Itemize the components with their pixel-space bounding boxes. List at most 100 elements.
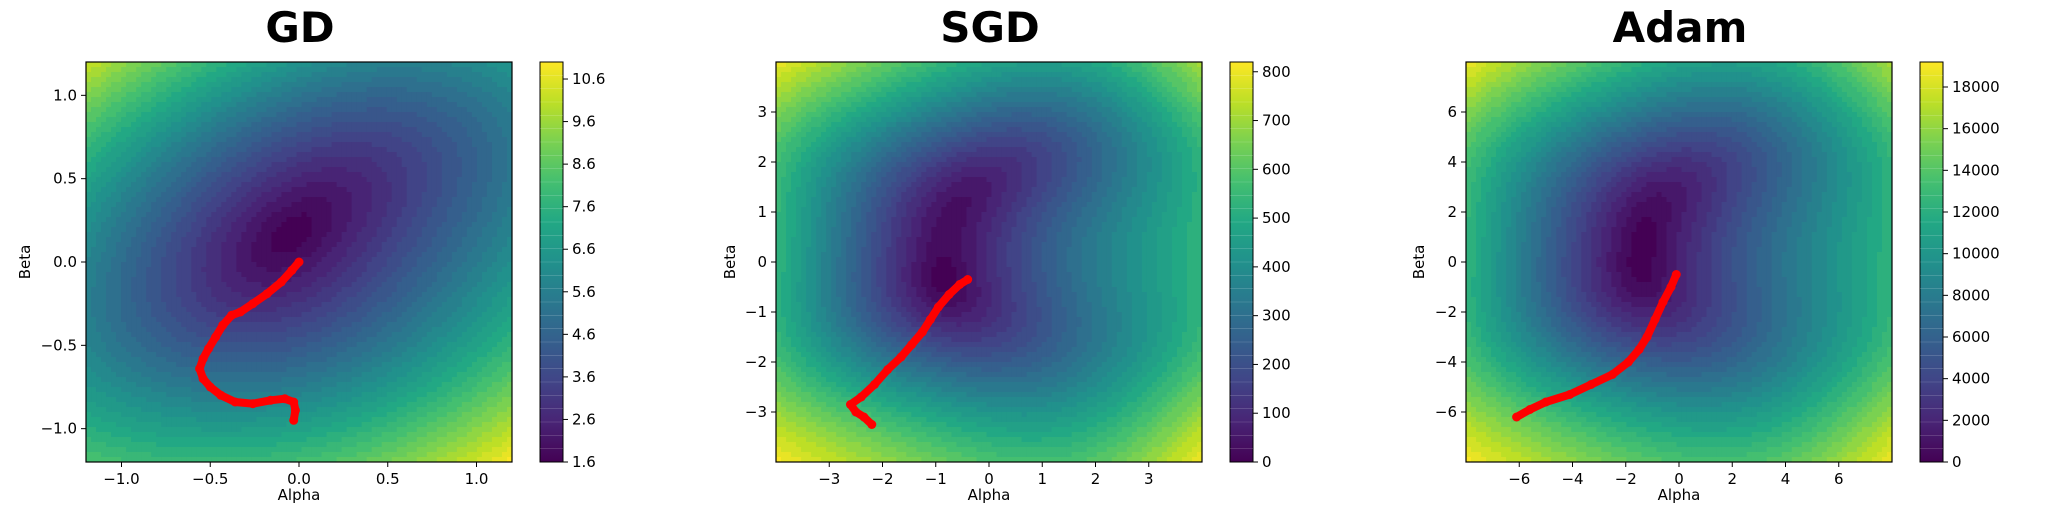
trajectory-point (266, 395, 276, 405)
trajectory-point (205, 382, 215, 392)
colorbar-gradient (1919, 61, 1944, 463)
colorbar-tick-label: 2000 (1952, 411, 1990, 429)
colorbar-tick-label: 14000 (1952, 161, 2000, 179)
y-tick-label: −0.5 (41, 336, 77, 354)
y-tick-label: 0.0 (53, 253, 77, 271)
y-axis: −3 −2 −1 0 1 2 3 (745, 103, 776, 421)
trajectory-point (1565, 390, 1575, 399)
trajectory-point (218, 320, 228, 330)
colorbar-tick-label: 0 (1952, 453, 1962, 471)
x-tick-label: 6 (1834, 470, 1844, 488)
x-tick-label: 4 (1781, 470, 1791, 488)
trajectory-point (917, 327, 927, 337)
y-tick-label: −4 (1435, 353, 1457, 371)
plot-area (85, 61, 513, 463)
y-tick-label: 6 (1447, 103, 1457, 121)
trajectory-point (1623, 357, 1633, 367)
x-tick-label: −4 (1561, 470, 1583, 488)
colorbar-tick-label: 10000 (1952, 245, 2000, 263)
trajectory-point (883, 365, 893, 374)
x-axis-label: Alpha (968, 486, 1011, 504)
x-tick-label: 2 (1727, 470, 1737, 488)
trajectory-point (1541, 397, 1551, 407)
colorbar-tick-label: 600 (1262, 160, 1291, 178)
y-tick-label: 1.0 (53, 86, 77, 104)
y-tick-label: −2 (745, 353, 767, 371)
trajectory-point (907, 340, 917, 349)
chart-title: GD (265, 3, 334, 52)
x-axis: −6 −4 −2 0 2 4 6 (1508, 462, 1844, 488)
colorbar-tick-label: 8000 (1952, 286, 1990, 304)
chart-title: Adam (1613, 3, 1748, 52)
trajectory-point (1634, 345, 1644, 354)
colorbar-tick-label: 6.6 (572, 240, 596, 258)
x-axis: −3 −2 −1 0 1 2 3 (818, 462, 1154, 488)
trajectory-point (262, 289, 272, 299)
trajectory-point (1671, 270, 1681, 279)
colorbar-tick-label: 6000 (1952, 328, 1990, 346)
trajectory-point (289, 397, 299, 407)
y-axis-label: Beta (16, 245, 34, 280)
plot-area (775, 61, 1203, 463)
trajectory-point (1512, 412, 1522, 422)
colorbar-tick-label: 300 (1262, 307, 1291, 325)
trajectory-point (290, 405, 300, 415)
colorbar-tick-label: 10.6 (572, 70, 605, 88)
x-tick-label: 2 (1091, 470, 1101, 488)
trajectory-point (294, 257, 304, 267)
trajectory-point (896, 352, 906, 362)
x-tick-label: −1 (925, 470, 947, 488)
colorbar-tick-label: 800 (1262, 63, 1291, 81)
colorbar-tick-label: 4000 (1952, 370, 1990, 388)
trajectory-point (248, 399, 258, 409)
trajectory-point (925, 315, 935, 324)
y-tick-label: 0.5 (53, 170, 77, 188)
trajectory-point (235, 307, 245, 317)
colorbar-tick-label: 8.6 (572, 155, 596, 173)
trajectory-point (216, 390, 226, 400)
y-axis-label: Beta (721, 245, 739, 280)
y-tick-label: 1 (757, 203, 767, 221)
y-tick-label: −2 (1435, 303, 1457, 321)
panel-gd: GD −1.0 −0.5 0.0 0.5 1.0 −1.0 −0.5 0.0 0.5 1.0 A… (16, 3, 605, 504)
trajectory-point (1525, 405, 1535, 414)
colorbar-ticks: 0 2000 4000 6000 8000 10000 12000 14000 16000 180… (1943, 78, 2000, 471)
trajectory-point (211, 332, 221, 342)
colorbar-levels (1230, 75, 1253, 450)
y-tick-label: −3 (745, 403, 767, 421)
trajectory-point (1607, 370, 1617, 379)
x-axis: −1.0 −0.5 0.0 0.5 1.0 (103, 462, 488, 488)
x-axis-label: Alpha (278, 486, 321, 504)
y-tick-label: −1.0 (41, 420, 77, 438)
trajectory-point (870, 380, 879, 389)
colorbar-tick-label: 0 (1262, 453, 1272, 471)
y-tick-label: 4 (1447, 153, 1457, 171)
trajectory-point (867, 420, 877, 429)
x-tick-label: −0.5 (192, 470, 228, 488)
colorbar-levels (540, 75, 563, 450)
y-tick-label: 0 (757, 253, 767, 271)
y-tick-label: 3 (757, 103, 767, 121)
colorbar-tick-label: 500 (1262, 209, 1291, 227)
trajectory-point (856, 392, 866, 402)
x-tick-label: 3 (1144, 470, 1154, 488)
trajectory-point (280, 394, 290, 404)
trajectory-point (230, 397, 240, 407)
trajectory-point (1642, 332, 1652, 342)
colorbar-tick-label: 5.6 (572, 283, 596, 301)
trajectory-point (1658, 297, 1668, 307)
colorbar-tick-label: 2.6 (572, 410, 596, 428)
trajectory-point (1586, 380, 1596, 389)
x-tick-label: 1 (1037, 470, 1047, 488)
colorbar-tick-label: 16000 (1952, 120, 2000, 138)
colorbar-ticks: 1.6 2.6 3.6 4.6 5.6 6.6 7.6 8.6 9.6 10.6 (563, 70, 605, 471)
colorbar-gradient (539, 61, 564, 463)
colorbar-tick-label: 7.6 (572, 198, 596, 216)
plot-area (1465, 61, 1893, 463)
colorbar-tick-label: 3.6 (572, 368, 596, 386)
y-tick-label: −6 (1435, 403, 1457, 421)
trajectory-point (276, 277, 286, 287)
trajectory-point (1666, 282, 1676, 292)
chart-title: SGD (940, 3, 1040, 52)
